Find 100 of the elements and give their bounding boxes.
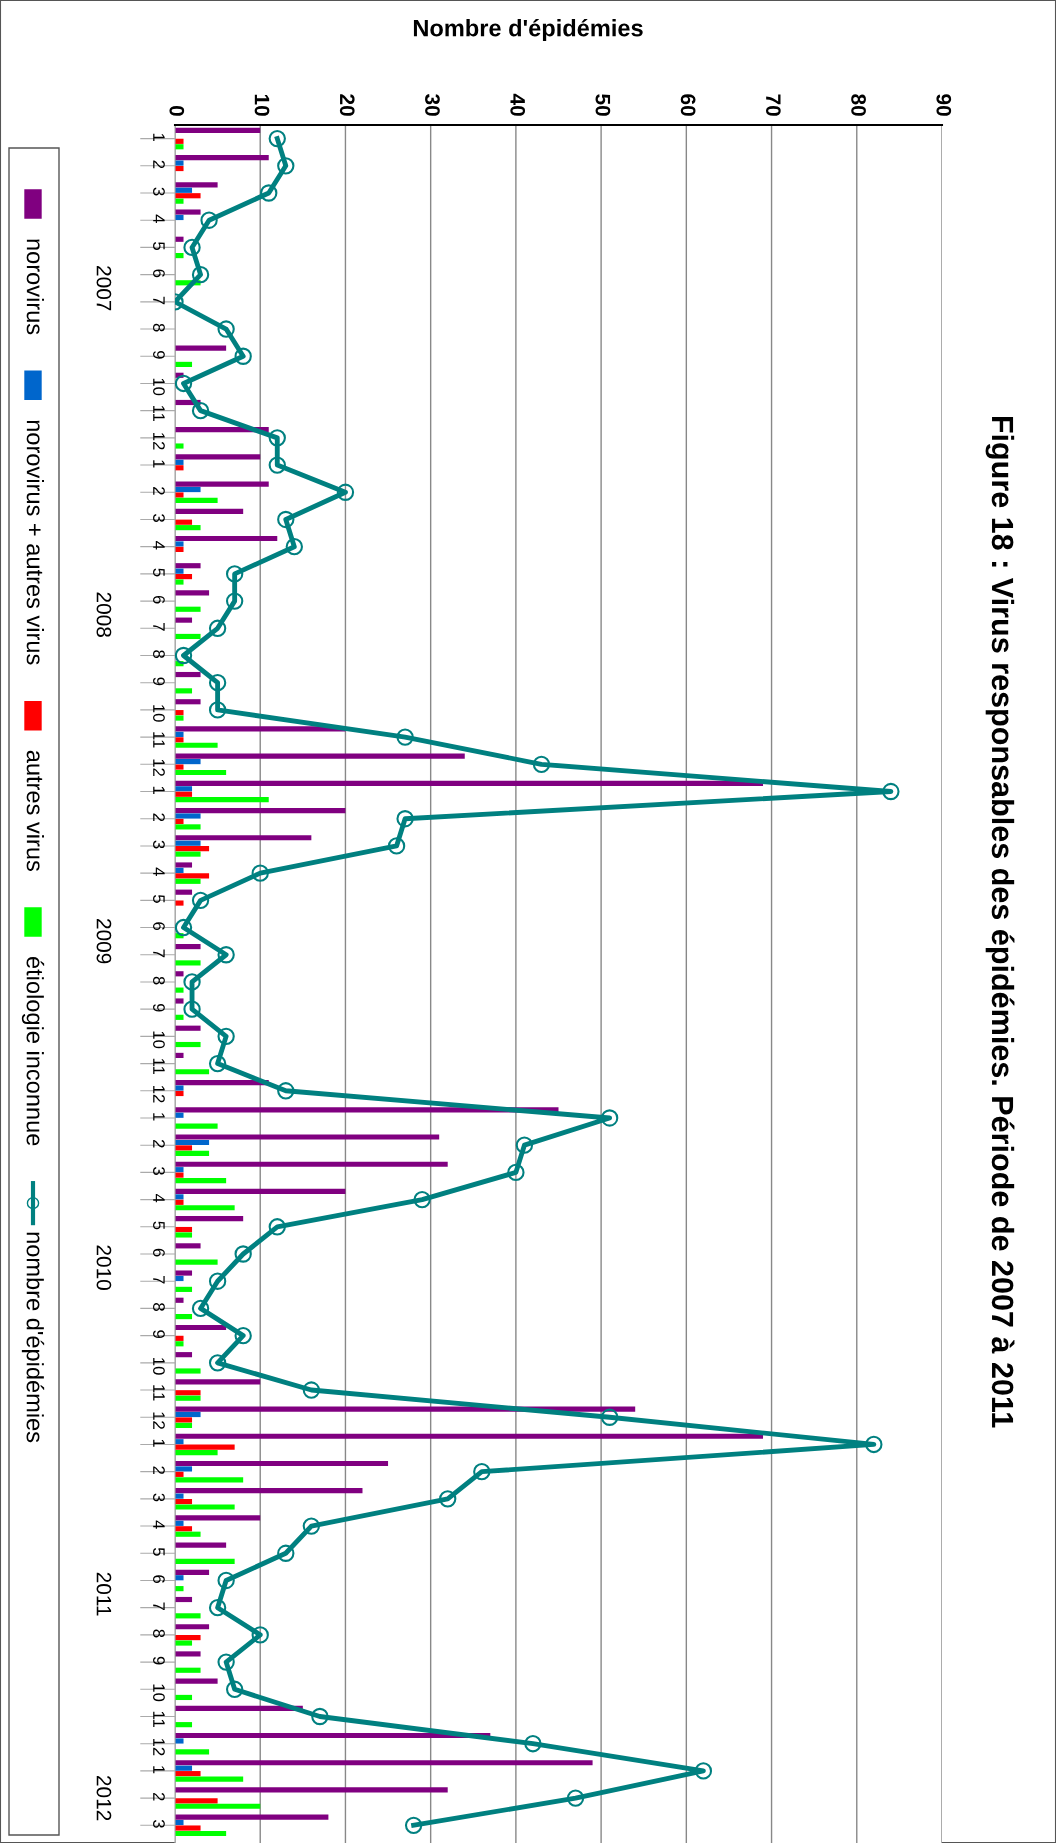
bar	[175, 1145, 193, 1151]
y-tick-label: 11	[153, 1385, 165, 1401]
bar	[175, 633, 201, 640]
bar	[175, 824, 201, 830]
x-tick-label: 10	[254, 94, 270, 116]
y-tick-label: 12	[153, 1412, 165, 1429]
bar	[175, 1335, 184, 1341]
bar	[175, 807, 346, 814]
y-tick-label: 11	[153, 405, 165, 422]
bar	[175, 726, 346, 732]
bar	[175, 998, 184, 1004]
bar	[175, 759, 201, 765]
bar	[175, 1270, 193, 1276]
bar	[175, 688, 193, 694]
bar	[175, 1749, 210, 1755]
bar	[175, 160, 184, 166]
bar	[175, 710, 184, 716]
y-tick-label: 5	[153, 1221, 165, 1230]
y-tick-label: 12	[153, 1738, 165, 1756]
bar	[175, 1286, 193, 1292]
bar	[175, 1297, 184, 1303]
y-tick-label: 7	[153, 1602, 165, 1611]
bar	[175, 1090, 184, 1097]
y-tick-label: 5	[153, 1547, 165, 1556]
y-tick-label: 8	[153, 323, 165, 332]
bar	[175, 1025, 201, 1031]
bar	[175, 1738, 184, 1744]
bar	[175, 361, 193, 367]
bar	[175, 1504, 235, 1510]
bar	[175, 867, 184, 873]
y-tick-label: 2	[153, 160, 165, 169]
bar	[175, 459, 184, 465]
x-tick-label: 90	[936, 94, 952, 116]
bar	[175, 1466, 193, 1472]
bar	[175, 127, 261, 134]
y-tick-label: 1	[153, 1439, 165, 1447]
bar	[175, 737, 184, 743]
bar	[175, 1161, 448, 1167]
y-tick-label: 12	[153, 433, 165, 450]
y-tick-label: 2	[153, 813, 165, 822]
bar	[175, 1477, 244, 1483]
y-tick-label: 2	[153, 1466, 165, 1475]
y-tick-label: 4	[153, 214, 165, 223]
bar	[175, 1379, 261, 1385]
y-tick-label: 4	[153, 541, 165, 550]
bar	[175, 606, 201, 612]
y-tick-label: 8	[153, 650, 165, 658]
bar	[175, 1259, 218, 1265]
bar	[175, 465, 184, 471]
bar	[175, 1112, 184, 1118]
bar	[175, 454, 261, 460]
bar	[175, 671, 201, 678]
y-tick-label: 8	[153, 976, 165, 985]
bar	[175, 1444, 235, 1450]
y-tick-label: 6	[153, 595, 165, 604]
y-tick-label: 5	[153, 568, 165, 577]
y-tick-label: 9	[153, 350, 165, 359]
bar	[175, 345, 227, 351]
bar	[175, 835, 312, 841]
bar	[175, 579, 184, 585]
bar	[175, 568, 184, 574]
bar	[175, 525, 201, 531]
bar	[175, 1798, 218, 1804]
bar	[175, 1722, 193, 1728]
bar	[175, 1069, 210, 1075]
x-tick-label: 0	[169, 105, 185, 116]
bar	[175, 862, 193, 868]
bar	[175, 1498, 193, 1505]
bar	[175, 546, 184, 552]
bar	[175, 1352, 193, 1358]
bar	[175, 214, 184, 221]
y-tick-label: 8	[153, 1629, 165, 1638]
bar	[175, 1275, 184, 1282]
bar	[175, 1177, 227, 1184]
text: 2009	[96, 919, 112, 964]
y-tick-label: 7	[153, 296, 165, 305]
y-tick-label: 11	[153, 1058, 165, 1075]
y-tick-label: 3	[153, 1493, 165, 1502]
bar	[175, 1651, 201, 1657]
bar	[175, 574, 193, 580]
bar	[175, 780, 764, 786]
y-tick-label: 4	[153, 867, 165, 876]
bar	[175, 1417, 193, 1423]
y-tick-label: 5	[153, 894, 165, 903]
bar	[175, 1776, 244, 1782]
bar	[175, 1226, 193, 1233]
bar	[175, 1395, 201, 1401]
bar	[175, 791, 193, 797]
bar	[175, 1194, 184, 1200]
bar	[175, 1314, 193, 1320]
bar	[175, 889, 193, 895]
y-tick-label: 6	[153, 1575, 165, 1583]
bar	[175, 182, 218, 188]
bar	[175, 144, 184, 150]
x-tick-label: 20	[339, 94, 355, 116]
bar	[175, 971, 184, 977]
text: 2007	[96, 266, 112, 311]
y-tick-label: 7	[153, 623, 165, 631]
bar	[175, 1596, 193, 1603]
bar	[175, 535, 278, 542]
